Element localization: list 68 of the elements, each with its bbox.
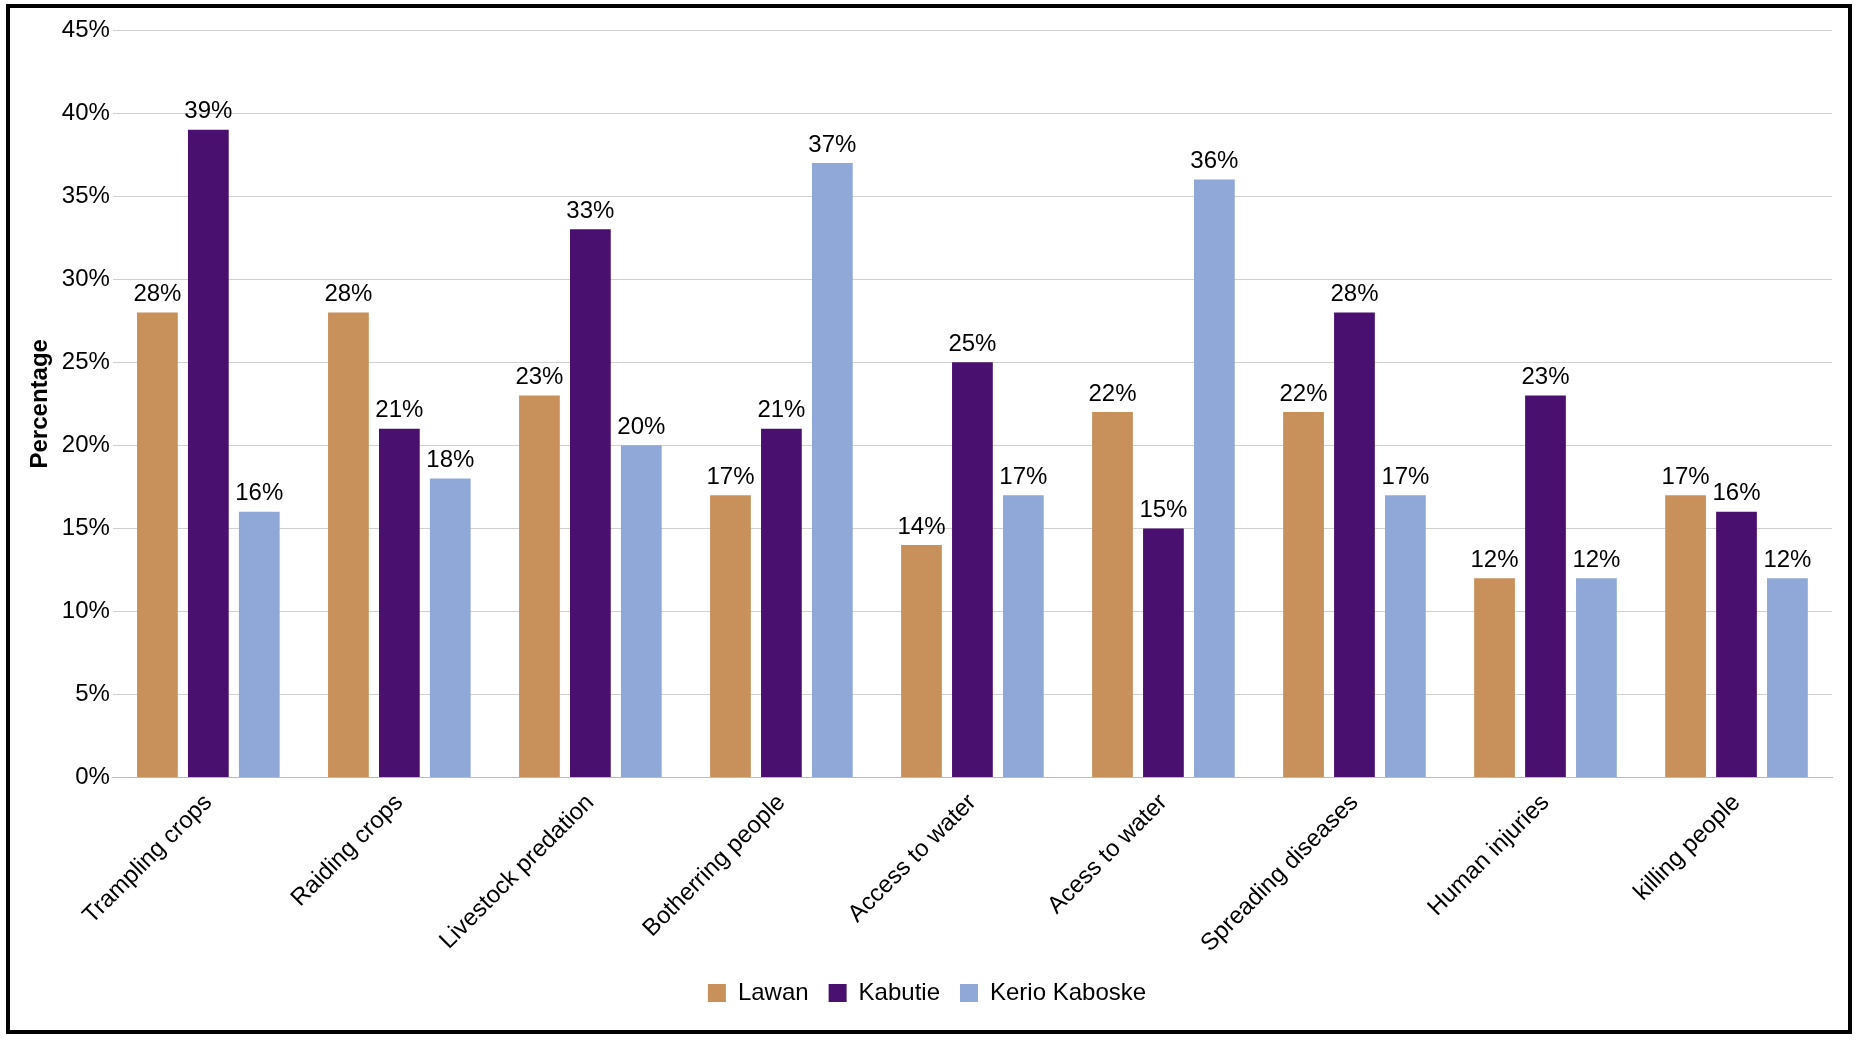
data-label: 18% bbox=[426, 445, 475, 473]
bar bbox=[187, 129, 229, 778]
bar bbox=[710, 495, 751, 778]
y-axis-title: Percentage bbox=[25, 339, 53, 469]
bar bbox=[137, 312, 178, 778]
y-tick-label: 30% bbox=[61, 263, 110, 291]
bar bbox=[519, 395, 560, 778]
bar bbox=[1194, 179, 1235, 778]
y-tick-label: 35% bbox=[61, 180, 110, 208]
bar bbox=[811, 162, 853, 778]
data-label: 22% bbox=[1088, 378, 1137, 406]
y-tick-label: 15% bbox=[61, 513, 110, 541]
bar bbox=[620, 445, 662, 778]
data-label: 39% bbox=[184, 96, 233, 124]
data-label: 28% bbox=[324, 279, 373, 307]
bar bbox=[1385, 495, 1426, 778]
bar bbox=[901, 544, 942, 778]
y-tick-label: 25% bbox=[61, 346, 110, 374]
bar bbox=[429, 478, 471, 778]
data-label: 12% bbox=[1763, 544, 1812, 572]
data-label: 15% bbox=[1139, 495, 1188, 523]
legend-label: Kerio Kaboske bbox=[990, 977, 1147, 1005]
y-tick-label: 45% bbox=[61, 14, 110, 42]
data-label: 23% bbox=[1521, 362, 1570, 390]
bar bbox=[238, 511, 280, 778]
bar bbox=[761, 428, 802, 778]
data-label: 36% bbox=[1190, 146, 1239, 174]
y-tick-label: 20% bbox=[61, 429, 110, 457]
data-label: 17% bbox=[1381, 461, 1430, 489]
bar bbox=[1143, 528, 1184, 778]
y-tick-label: 5% bbox=[75, 679, 110, 707]
data-label: 12% bbox=[1470, 544, 1519, 572]
data-label: 22% bbox=[1279, 378, 1328, 406]
data-label: 17% bbox=[999, 461, 1048, 489]
bar bbox=[1525, 395, 1566, 778]
bar bbox=[570, 229, 611, 778]
bar bbox=[1283, 412, 1324, 778]
bar bbox=[1334, 312, 1375, 778]
legend-label: Lawan bbox=[737, 977, 809, 1005]
data-label: 33% bbox=[566, 195, 615, 223]
bar bbox=[1767, 578, 1808, 778]
data-label: 23% bbox=[515, 362, 564, 390]
y-tick-label: 40% bbox=[61, 97, 110, 125]
data-label: 21% bbox=[757, 395, 806, 423]
bar bbox=[1092, 412, 1133, 778]
data-label: 28% bbox=[133, 279, 182, 307]
legend-label: Kabutie bbox=[858, 977, 941, 1005]
data-label: 16% bbox=[235, 478, 284, 506]
y-tick-label: 0% bbox=[75, 762, 110, 790]
y-tick-label: 10% bbox=[61, 596, 110, 624]
bar bbox=[1002, 495, 1044, 778]
bar bbox=[1474, 578, 1515, 778]
data-label: 20% bbox=[617, 411, 666, 439]
data-label: 12% bbox=[1572, 544, 1621, 572]
data-label: 21% bbox=[375, 395, 424, 423]
data-label: 17% bbox=[1661, 461, 1710, 489]
bar bbox=[378, 428, 420, 778]
data-label: 28% bbox=[1330, 279, 1379, 307]
data-label: 25% bbox=[948, 328, 997, 356]
data-label: 16% bbox=[1712, 478, 1761, 506]
bar bbox=[328, 312, 369, 778]
bar bbox=[1665, 495, 1706, 778]
data-label: 37% bbox=[808, 129, 857, 157]
bar bbox=[952, 362, 993, 778]
bar bbox=[1576, 578, 1617, 778]
bar bbox=[1716, 511, 1757, 778]
data-label: 14% bbox=[897, 511, 946, 539]
data-label: 17% bbox=[706, 461, 755, 489]
